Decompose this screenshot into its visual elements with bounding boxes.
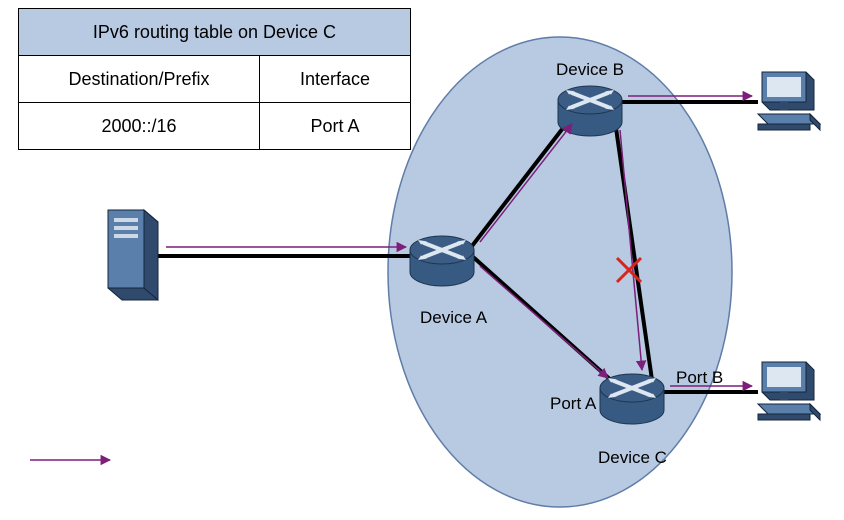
table-title: IPv6 routing table on Device C [19, 9, 411, 56]
col2-value: Port A [260, 103, 411, 150]
col1-header: Destination/Prefix [19, 56, 260, 103]
server-icon [108, 210, 158, 300]
col1-value: 2000::/16 [19, 103, 260, 150]
device-b-label: Device B [556, 60, 624, 80]
pc-icons [758, 72, 820, 420]
routing-table: IPv6 routing table on Device C Destinati… [18, 8, 411, 150]
port-a-label: Port A [550, 394, 596, 414]
port-b-label: Port B [676, 368, 723, 388]
device-a-label: Device A [420, 308, 487, 328]
col2-header: Interface [260, 56, 411, 103]
device-c-label: Device C [598, 448, 667, 468]
